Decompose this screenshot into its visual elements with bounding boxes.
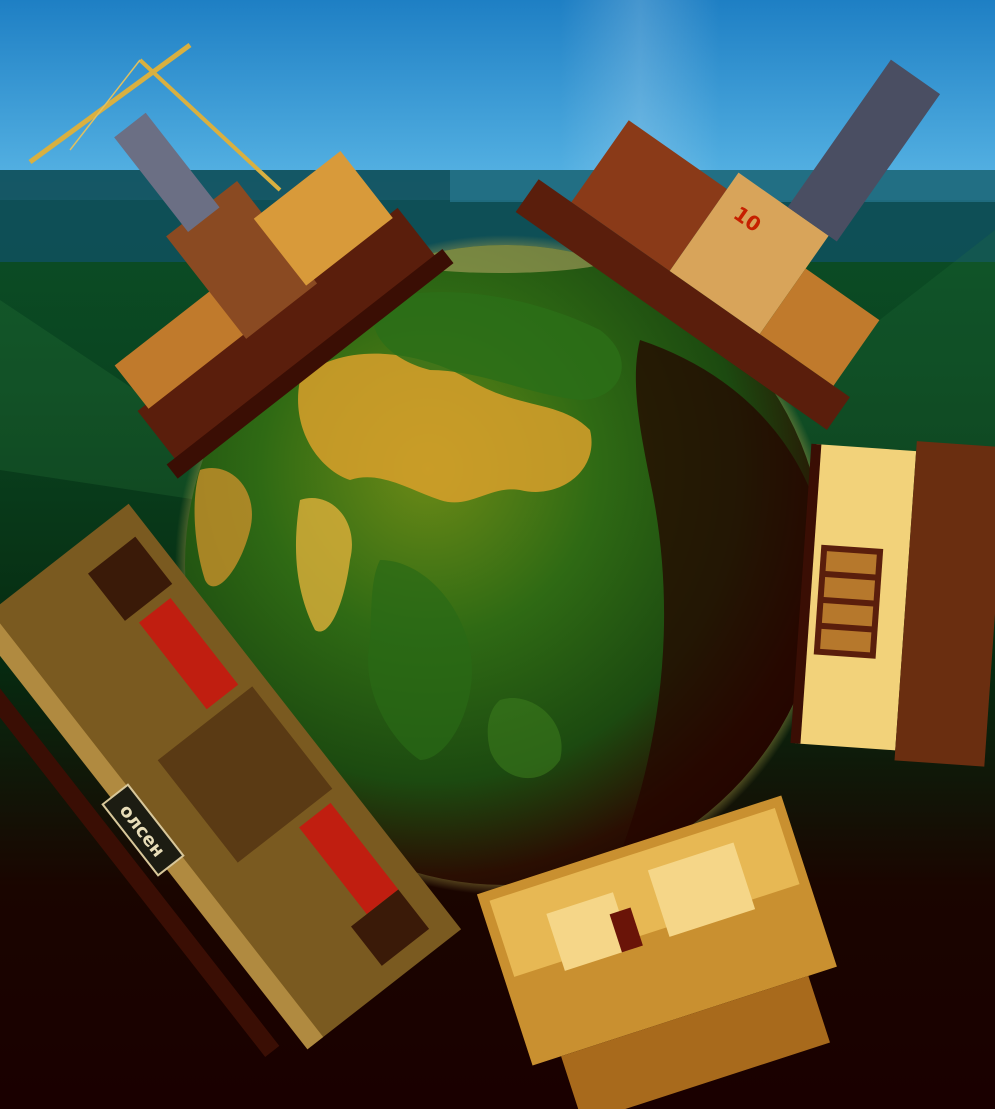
- forest-region-se: [368, 560, 472, 760]
- landmass-asia: [298, 353, 592, 503]
- landmass-india: [295, 498, 352, 632]
- container-building-right: [790, 441, 995, 767]
- forest-region: [373, 291, 622, 400]
- earth-globe: [175, 235, 835, 895]
- landmass-arabia: [194, 468, 252, 587]
- barrack-building-left: олсен: [0, 503, 462, 1057]
- oil-rig-structure-left: [28, 42, 454, 479]
- islands: [487, 698, 562, 779]
- building-sign-plate: [101, 783, 185, 877]
- refinery-platform-right: 10: [515, 59, 941, 430]
- wooden-house-bottom: [476, 795, 837, 1109]
